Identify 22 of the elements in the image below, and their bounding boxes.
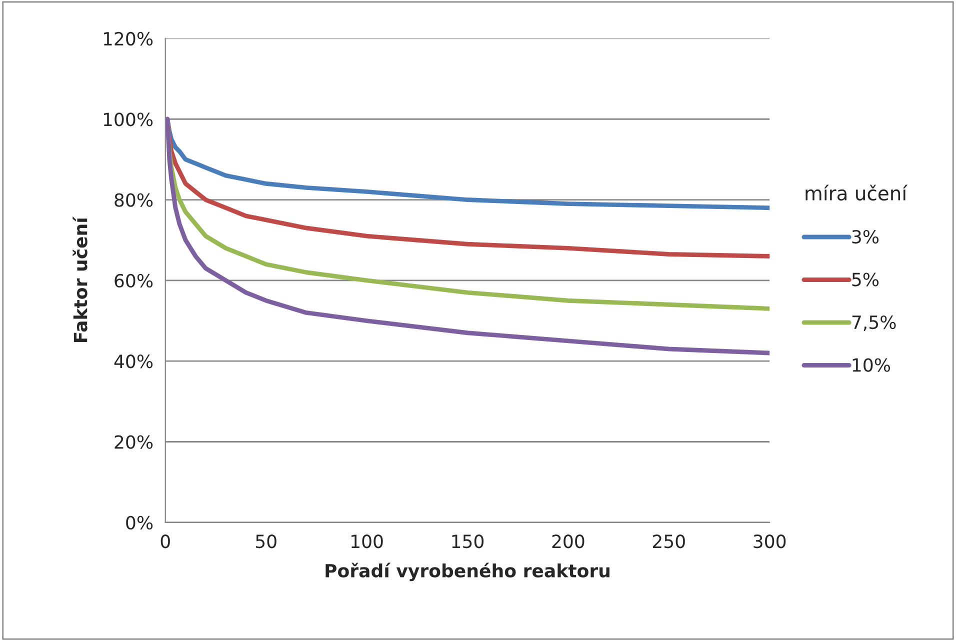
y-tick-label: 80% — [114, 193, 153, 207]
y-tick-label: 20% — [114, 435, 153, 449]
y-tick-label: 40% — [114, 354, 153, 368]
y-axis-title: Faktor učení — [72, 216, 88, 342]
x-tick-label: 200 — [552, 534, 584, 548]
legend-label: 10% — [852, 358, 890, 372]
x-tick-label: 0 — [160, 534, 170, 548]
x-tick-label: 50 — [256, 534, 276, 548]
line-series — [165, 116, 770, 356]
x-axis-title: Pořadí vyrobeného reaktoru — [326, 562, 610, 582]
y-tick-label: 120% — [104, 32, 153, 46]
legend-label: 5% — [852, 272, 879, 286]
x-tick-label: 300 — [754, 534, 786, 548]
legend-label: 7,5% — [852, 315, 896, 331]
y-tick-label: 60% — [114, 274, 153, 288]
x-tick-label: 150 — [452, 534, 484, 548]
legend-label: 3% — [852, 230, 879, 244]
x-tick-label: 100 — [352, 534, 383, 548]
y-tick-label: 100% — [104, 112, 153, 126]
legend-title: míra učení — [806, 184, 908, 201]
x-tick-label: 250 — [652, 534, 685, 548]
y-tick-label: 0% — [126, 516, 153, 530]
